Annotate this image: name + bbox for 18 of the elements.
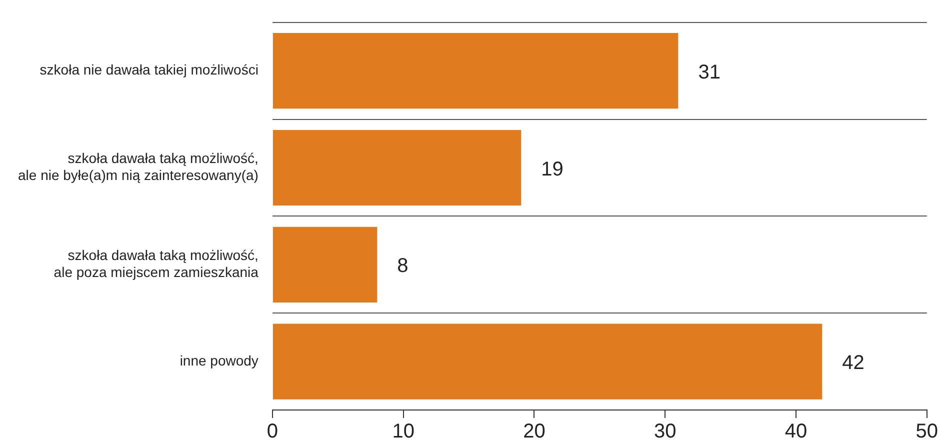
x-tick-label: 40 [784,420,808,443]
x-tick-label: 10 [392,420,414,443]
data-label: 42 [842,352,864,374]
data-label: 19 [541,158,564,180]
x-tick-label: 30 [654,420,676,443]
data-label: 8 [397,255,408,278]
y-tick-label: szkoła nie dawała takiej możliwości [40,62,258,78]
data-label: 31 [698,61,720,84]
y-tick-label: szkoła dawała taką możliwość, ale poza miejscem zamieszkania [54,247,259,280]
x-tick-label: 50 [916,420,938,443]
bar [272,324,822,400]
x-tick-label: 20 [523,420,546,443]
y-tick-label: szkoła dawała taką możliwość, ale nie byłe(a)m nią zainteresowany(a) [18,150,258,184]
y-tick-label: inne powody [180,352,258,368]
bar [272,33,678,109]
x-tick-label: 0 [266,420,278,443]
bar [272,130,522,206]
bar [272,226,378,302]
